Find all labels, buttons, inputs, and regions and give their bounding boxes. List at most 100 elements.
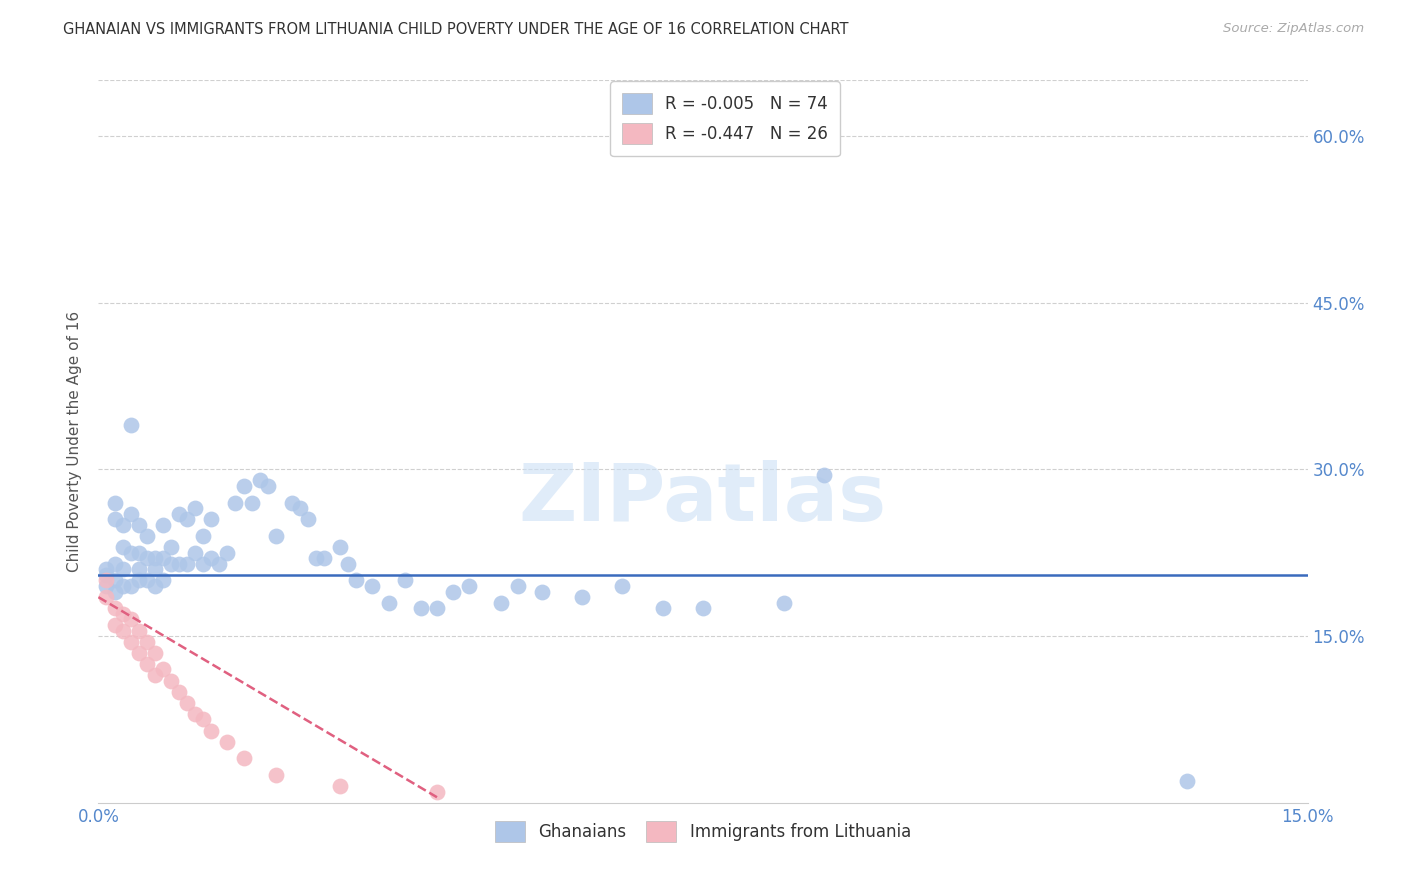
Point [143,579,166,593]
Point [120,507,142,521]
Point [288,501,311,516]
Point [120,579,142,593]
Text: GHANAIAN VS IMMIGRANTS FROM LITHUANIA CHILD POVERTY UNDER THE AGE OF 16 CORRELAT: GHANAIAN VS IMMIGRANTS FROM LITHUANIA CH… [63,22,849,37]
Point [426,785,449,799]
Point [224,496,246,510]
Point [176,512,198,526]
Point [193,529,215,543]
Point [111,607,134,621]
Point [96,590,118,604]
Point [184,501,207,516]
Point [305,551,328,566]
Point [264,529,287,543]
Point [160,673,183,688]
Text: Source: ZipAtlas.com: Source: ZipAtlas.com [1223,22,1364,36]
Point [103,512,125,526]
Point [167,507,190,521]
Point [120,634,142,648]
Point [329,540,352,554]
Point [184,706,207,721]
Point [329,779,352,793]
Point [135,529,157,543]
Point [217,546,239,560]
Point [152,551,174,566]
Point [193,713,215,727]
Point [103,557,125,571]
Point [96,579,118,593]
Point [232,479,254,493]
Legend: Ghanaians, Immigrants from Lithuania: Ghanaians, Immigrants from Lithuania [488,814,918,848]
Point [120,546,142,560]
Point [96,574,118,588]
Point [337,557,360,571]
Point [143,668,166,682]
Point [128,517,150,532]
Point [409,601,432,615]
Point [111,579,134,593]
Point [128,646,150,660]
Point [176,557,198,571]
Point [111,624,134,638]
Point [120,417,142,432]
Point [120,612,142,626]
Point [152,574,174,588]
Point [184,546,207,560]
Point [571,590,593,604]
Point [135,551,157,566]
Point [256,479,278,493]
Point [361,579,384,593]
Point [143,646,166,660]
Point [135,574,157,588]
Point [394,574,416,588]
Point [103,601,125,615]
Point [200,512,222,526]
Point [103,618,125,632]
Point [128,546,150,560]
Point [314,551,336,566]
Point [128,562,150,576]
Point [96,562,118,576]
Point [200,551,222,566]
Point [426,601,449,615]
Point [128,624,150,638]
Text: ZIPatlas: ZIPatlas [519,460,887,539]
Point [152,662,174,676]
Point [143,551,166,566]
Point [651,601,673,615]
Point [240,496,263,510]
Point [160,557,183,571]
Point [232,751,254,765]
Point [111,517,134,532]
Point [160,540,183,554]
Point [264,768,287,782]
Point [152,517,174,532]
Point [217,734,239,748]
Point [103,574,125,588]
Point [441,584,464,599]
Y-axis label: Child Poverty Under the Age of 16: Child Poverty Under the Age of 16 [67,311,83,572]
Point [344,574,367,588]
Point [96,568,118,582]
Point [143,562,166,576]
Point [249,474,271,488]
Point [167,684,190,698]
Point [208,557,231,571]
Point [176,696,198,710]
Point [458,579,481,593]
Point [530,584,553,599]
Point [692,601,714,615]
Point [813,467,835,482]
Point [281,496,304,510]
Point [111,562,134,576]
Point [167,557,190,571]
Point [506,579,529,593]
Point [200,723,222,738]
Point [377,596,399,610]
Point [128,574,150,588]
Point [103,496,125,510]
Point [1175,773,1198,788]
Point [772,596,794,610]
Point [111,540,134,554]
Point [612,579,634,593]
Point [297,512,319,526]
